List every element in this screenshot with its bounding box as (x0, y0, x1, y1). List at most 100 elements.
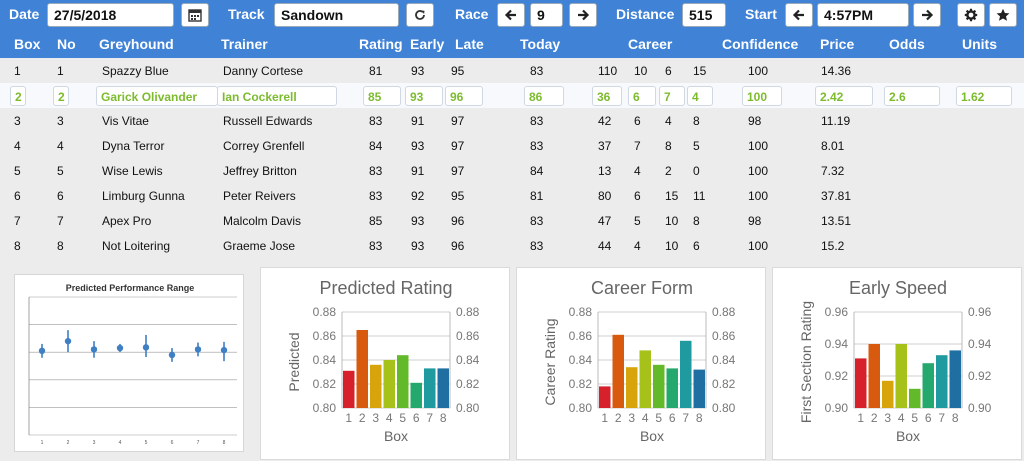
early-cell: 93 (411, 139, 425, 153)
y-tick-label: 0.86 (569, 329, 593, 343)
column-header[interactable]: Confidence (722, 36, 799, 52)
track-field[interactable]: Sandown (274, 3, 399, 27)
bar (343, 370, 355, 408)
grid-header: Box No Greyhound Trainer Rating Early La… (0, 30, 1024, 58)
early-speed-chart: Early Speed 0.90 0.90 0.92 0.92 0.94 0.94 0.96 0… (772, 267, 1022, 460)
confidence-cell: 98 (748, 114, 762, 128)
career-seconds-cell: 2 (665, 164, 672, 178)
no-cell: 3 (57, 114, 64, 128)
bar (909, 388, 921, 408)
column-header[interactable]: Early (410, 36, 445, 52)
distance-field[interactable]: 515 (682, 3, 726, 27)
table-row[interactable]: 2 2 Garick Olivander Ian Cockerell 85 93 96 86 3… (0, 83, 1024, 108)
y-tick-label-right: 0.88 (712, 305, 736, 319)
table-row[interactable]: 4 4 Dyna Terror Correy Grenfell 84 93 97 83 37 7 8… (0, 133, 1024, 158)
date-field[interactable]: 27/5/2018 (47, 3, 174, 27)
bar (653, 364, 665, 408)
start-time-field[interactable]: 4:57PM (817, 3, 909, 27)
start-prev-button[interactable] (785, 3, 813, 27)
confidence-cell: 100 (748, 189, 769, 203)
today-cell: 84 (530, 164, 544, 178)
x-tick-label: 5 (145, 440, 148, 446)
table-row[interactable]: 3 3 Vis Vitae Russell Edwards 83 91 97 83 42 6 4 8 9… (0, 108, 1024, 133)
y-tick-label-right: 0.86 (712, 329, 736, 343)
column-header[interactable]: Greyhound (99, 36, 174, 52)
early-cell: 92 (411, 189, 425, 203)
rating-cell: 84 (369, 139, 383, 153)
calendar-button[interactable] (181, 3, 209, 27)
y-tick-label: 0.84 (569, 353, 593, 367)
trainer-cell: Malcolm Davis (223, 214, 302, 228)
refresh-button[interactable] (406, 3, 434, 27)
early-speed-plot: Early Speed 0.90 0.90 0.92 0.92 0.94 0.94 0.96 0… (798, 278, 992, 444)
career-form-chart: Career Form 0.80 0.80 0.82 0.82 0.84 0.84 0.86 0… (516, 267, 766, 460)
table-row[interactable]: 1 1 Spazzy Blue Danny Cortese 81 93 95 83 110 10 6… (0, 58, 1024, 83)
table-row[interactable]: 7 7 Apex Pro Malcolm Davis 85 93 96 83 47 5 10 8 98 1… (0, 208, 1024, 233)
x-tick-label: 6 (925, 411, 932, 425)
x-tick-label: 2 (871, 411, 878, 425)
x-tick-label: 1 (345, 411, 352, 425)
x-tick-label: 6 (171, 440, 174, 446)
trainer-cell: Graeme Jose (223, 239, 296, 253)
box-cell: 2 (10, 86, 26, 106)
x-tick-label: 2 (615, 411, 622, 425)
career-seconds-cell: 7 (659, 86, 685, 106)
today-cell: 83 (530, 139, 544, 153)
late-cell: 97 (451, 139, 465, 153)
late-cell: 97 (451, 164, 465, 178)
rating-cell: 85 (369, 214, 383, 228)
units-cell: 1.62 (956, 86, 1012, 106)
table-row[interactable]: 8 8 Not Loitering Graeme Jose 83 93 96 83 44 4 10 6… (0, 233, 1024, 258)
column-header[interactable]: No (57, 36, 76, 52)
table-row[interactable]: 6 6 Limburg Gunna Peter Reivers 83 92 95 81 80 6 1… (0, 183, 1024, 208)
career-starts-cell: 36 (592, 86, 622, 106)
confidence-cell: 100 (748, 64, 769, 78)
early-cell: 93 (411, 239, 425, 253)
column-header[interactable]: Career (628, 36, 673, 52)
arrow-right-icon (578, 9, 590, 21)
box-cell: 7 (14, 214, 21, 228)
start-next-button[interactable] (913, 3, 941, 27)
price-cell: 8.01 (821, 139, 845, 153)
bar (855, 358, 867, 408)
column-header[interactable]: Odds (889, 36, 925, 52)
y-tick-label-right: 0.86 (456, 329, 480, 343)
bar (437, 368, 449, 408)
x-tick-label: 7 (197, 440, 200, 446)
today-cell: 83 (530, 114, 544, 128)
box-cell: 6 (14, 189, 21, 203)
career-thirds-cell: 5 (693, 139, 700, 153)
favorite-button[interactable] (989, 3, 1017, 27)
column-header[interactable]: Trainer (221, 36, 268, 52)
bar (599, 386, 611, 408)
toolbar: Date 27/5/2018 Track Sandown Race 9 Dist… (0, 0, 1024, 30)
no-cell: 2 (53, 86, 69, 106)
table-row[interactable]: 5 5 Wise Lewis Jeffrey Britton 83 91 97 84 13 4 2 0… (0, 158, 1024, 183)
greyhound-cell: Wise Lewis (102, 164, 163, 178)
x-tick-label: 1 (41, 440, 44, 446)
today-cell: 83 (530, 64, 544, 78)
column-header[interactable]: Rating (359, 36, 403, 52)
y-tick-label: 0.80 (569, 401, 593, 415)
race-field[interactable]: 9 (530, 3, 563, 27)
race-prev-button[interactable] (497, 3, 525, 27)
race-next-button[interactable] (569, 3, 597, 27)
x-tick-label: 5 (655, 411, 662, 425)
bar (895, 344, 907, 408)
column-header[interactable]: Price (820, 36, 855, 52)
column-header[interactable]: Late (455, 36, 484, 52)
y-tick-label-right: 0.82 (712, 377, 736, 391)
settings-button[interactable] (957, 3, 985, 27)
x-tick-label: 4 (898, 411, 905, 425)
y-tick-label: 0.80 (313, 401, 337, 415)
column-header[interactable]: Box (14, 36, 41, 52)
chart-title: Early Speed (849, 278, 947, 298)
bar (612, 334, 624, 408)
column-header[interactable]: Units (962, 36, 997, 52)
career-starts-cell: 13 (598, 164, 612, 178)
y-axis-label: First Section Rating (798, 301, 814, 423)
x-tick-label: 4 (386, 411, 393, 425)
column-header[interactable]: Today (520, 36, 561, 52)
charts-area: Predicted Performance Range 1 2 3 4 5 6 7 8 Pred… (0, 260, 1024, 460)
x-tick-label: 3 (628, 411, 635, 425)
